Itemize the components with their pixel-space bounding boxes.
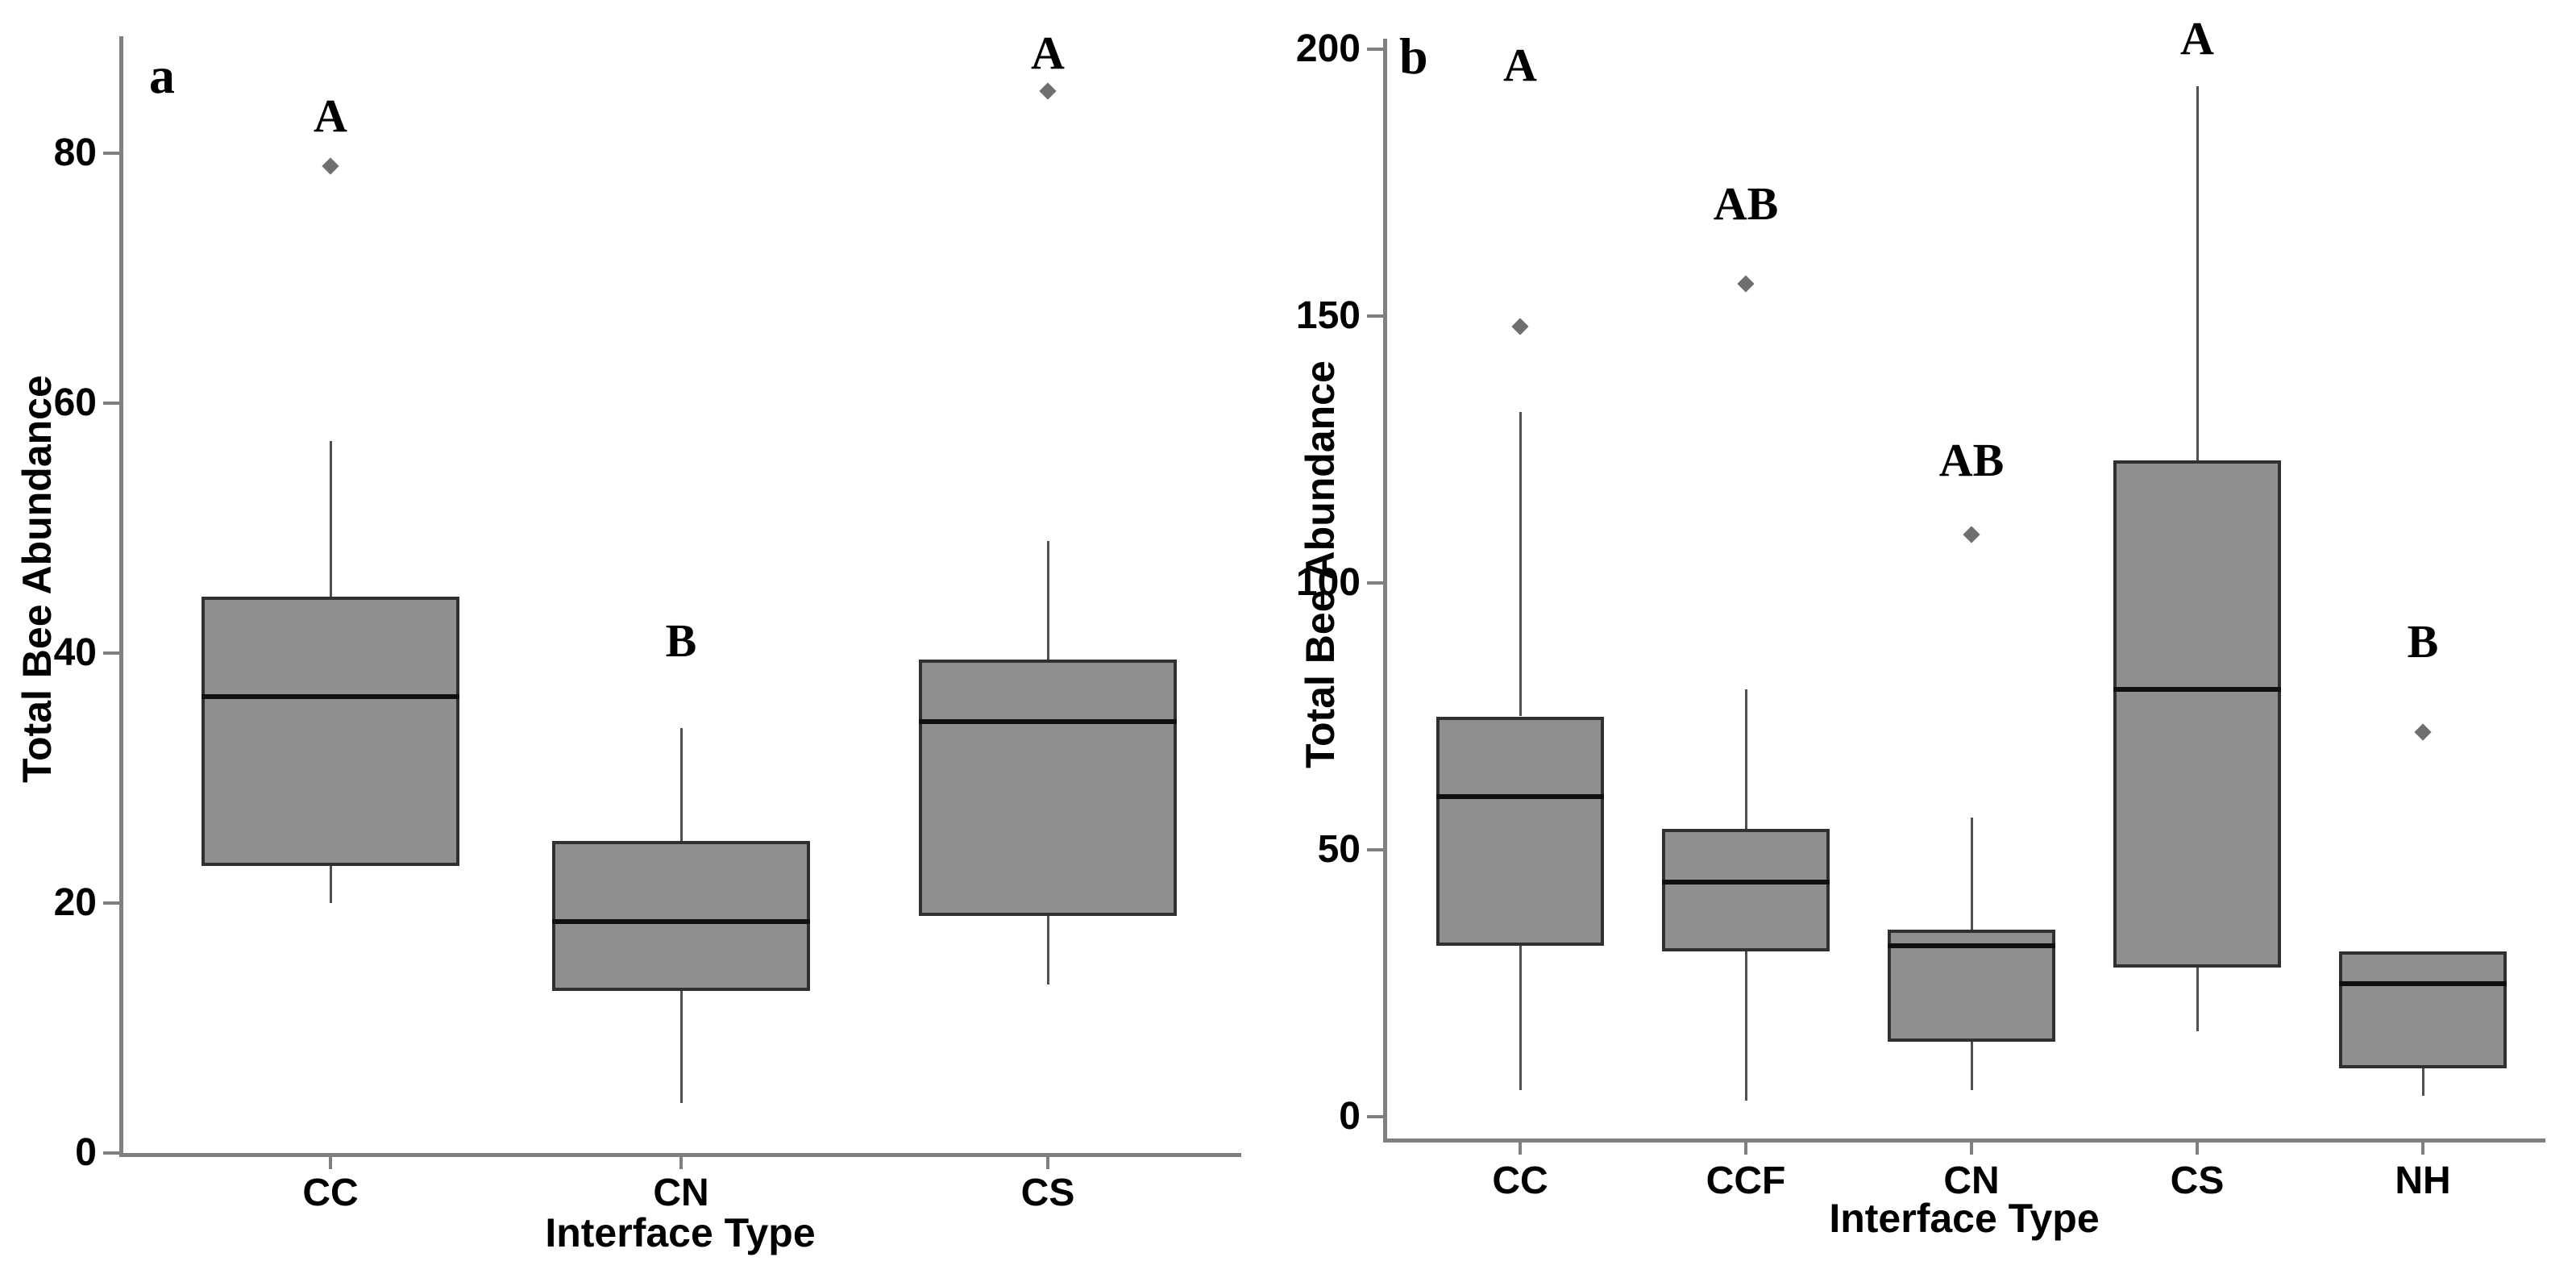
x-tick-mark	[1046, 1157, 1049, 1169]
median-cc	[1436, 793, 1604, 799]
y-tick-label: 80	[53, 131, 97, 174]
x-tick-label-ccf: CCF	[1706, 1159, 1786, 1202]
box-cs	[919, 659, 1177, 916]
x-tick-mark	[1744, 1143, 1747, 1155]
y-tick-label: 100	[1295, 561, 1361, 604]
significance-letter-nh: B	[2407, 614, 2439, 668]
y-tick-label: 40	[53, 631, 97, 674]
outlier-point-cc	[1511, 318, 1529, 335]
box-ccf	[1662, 828, 1830, 951]
whisker-high-cn	[1971, 818, 1973, 930]
x-tick-label-cn: CN	[1943, 1159, 2000, 1202]
y-tick-mark	[103, 152, 119, 155]
y-tick-mark	[103, 901, 119, 905]
y-tick-label: 0	[75, 1131, 97, 1174]
y-tick-label: 200	[1295, 27, 1361, 70]
y-tick-mark	[1367, 581, 1383, 585]
whisker-low-cn	[680, 990, 683, 1103]
whisker-high-ccf	[1745, 689, 1747, 829]
x-axis-title: Interface Type	[1829, 1196, 2100, 1241]
x-tick-mark	[1519, 1143, 1522, 1155]
whisker-low-cs	[1047, 915, 1049, 984]
x-axis-line	[119, 1153, 1241, 1157]
median-cc	[202, 694, 459, 700]
significance-letter-cc: A	[314, 89, 347, 142]
y-tick-label: 150	[1295, 294, 1361, 337]
x-tick-label-cn: CN	[653, 1172, 709, 1214]
x-tick-label-cs: CS	[1020, 1172, 1075, 1214]
median-cn	[552, 919, 810, 925]
x-axis-line	[1383, 1138, 2545, 1143]
y-tick-mark	[1367, 848, 1383, 851]
box-cn	[552, 840, 810, 991]
significance-letter-cn: AB	[1938, 433, 2005, 486]
whisker-high-cs	[2196, 86, 2199, 460]
x-tick-mark	[1970, 1143, 1973, 1155]
x-tick-label-nh: NH	[2395, 1159, 2451, 1202]
y-axis-line	[1383, 39, 1387, 1143]
whisker-low-ccf	[1745, 951, 1747, 1101]
y-tick-mark	[103, 1151, 119, 1155]
y-axis-line	[119, 36, 123, 1157]
x-tick-mark	[2421, 1143, 2424, 1155]
whisker-low-cc	[1519, 946, 1522, 1090]
y-tick-label: 0	[1339, 1095, 1361, 1138]
median-cn	[1888, 943, 2055, 949]
plot-area: 0 20 40 60 80 A CC B CN A CS	[53, 27, 1241, 1214]
y-tick-mark	[103, 651, 119, 655]
x-axis-title: Interface Type	[545, 1210, 816, 1255]
x-tick-mark	[329, 1157, 332, 1169]
whisker-low-cc	[330, 865, 332, 903]
whisker-low-cs	[2196, 967, 2199, 1032]
y-tick-label: 20	[53, 881, 97, 924]
median-ccf	[1662, 879, 1830, 884]
box-cs	[2113, 460, 2281, 968]
box-cc	[202, 597, 459, 866]
x-tick-label-cs: CS	[2170, 1159, 2225, 1202]
whisker-high-cs	[1047, 540, 1049, 660]
median-nh	[2339, 980, 2507, 986]
whisker-high-cc	[330, 440, 332, 597]
y-tick-mark	[1367, 314, 1383, 318]
x-tick-label-cc: CC	[302, 1172, 359, 1214]
outlier-point-nh	[2414, 723, 2432, 741]
box-nh	[2339, 951, 2507, 1069]
significance-letter-ccf: AB	[1713, 177, 1779, 230]
outlier-point-cn	[1963, 526, 1980, 544]
x-tick-label-cc: CC	[1492, 1159, 1548, 1202]
y-tick-mark	[1367, 1115, 1383, 1118]
outlier-point-cs	[1039, 81, 1057, 100]
box-cc	[1436, 716, 1604, 947]
whisker-high-cc	[1519, 412, 1522, 717]
y-tick-mark	[1367, 48, 1383, 51]
whisker-high-cn	[680, 728, 683, 841]
significance-letter-cc: A	[1503, 38, 1537, 91]
median-cs	[2113, 687, 2281, 693]
y-tick-label: 60	[53, 381, 97, 424]
panel-letter-b: b	[1399, 27, 1428, 85]
y-tick-label: 50	[1317, 828, 1361, 871]
x-tick-mark	[679, 1157, 683, 1169]
panel-a: a Total Bee Abundance Interface Type 0 20…	[15, 27, 1241, 1255]
x-tick-mark	[2196, 1143, 2199, 1155]
y-tick-mark	[103, 402, 119, 405]
whisker-low-nh	[2422, 1068, 2424, 1096]
median-cs	[919, 719, 1177, 725]
significance-letter-cs: A	[1031, 27, 1065, 79]
panel-letter-a: a	[149, 47, 175, 104]
whisker-low-cn	[1971, 1042, 1973, 1090]
outlier-point-cc	[322, 156, 339, 175]
panel-b: b Total Bee Abundance Interface Type 0 50…	[1288, 0, 2576, 1282]
box-cn	[1888, 930, 2055, 1043]
outlier-point-ccf	[1737, 275, 1755, 293]
plot-area: 0 50 100 150 200 A CC AB CCF AB CN A CS B NH	[1288, 0, 2576, 1282]
significance-letter-cn: B	[665, 614, 697, 667]
significance-letter-cs: A	[2180, 11, 2214, 65]
